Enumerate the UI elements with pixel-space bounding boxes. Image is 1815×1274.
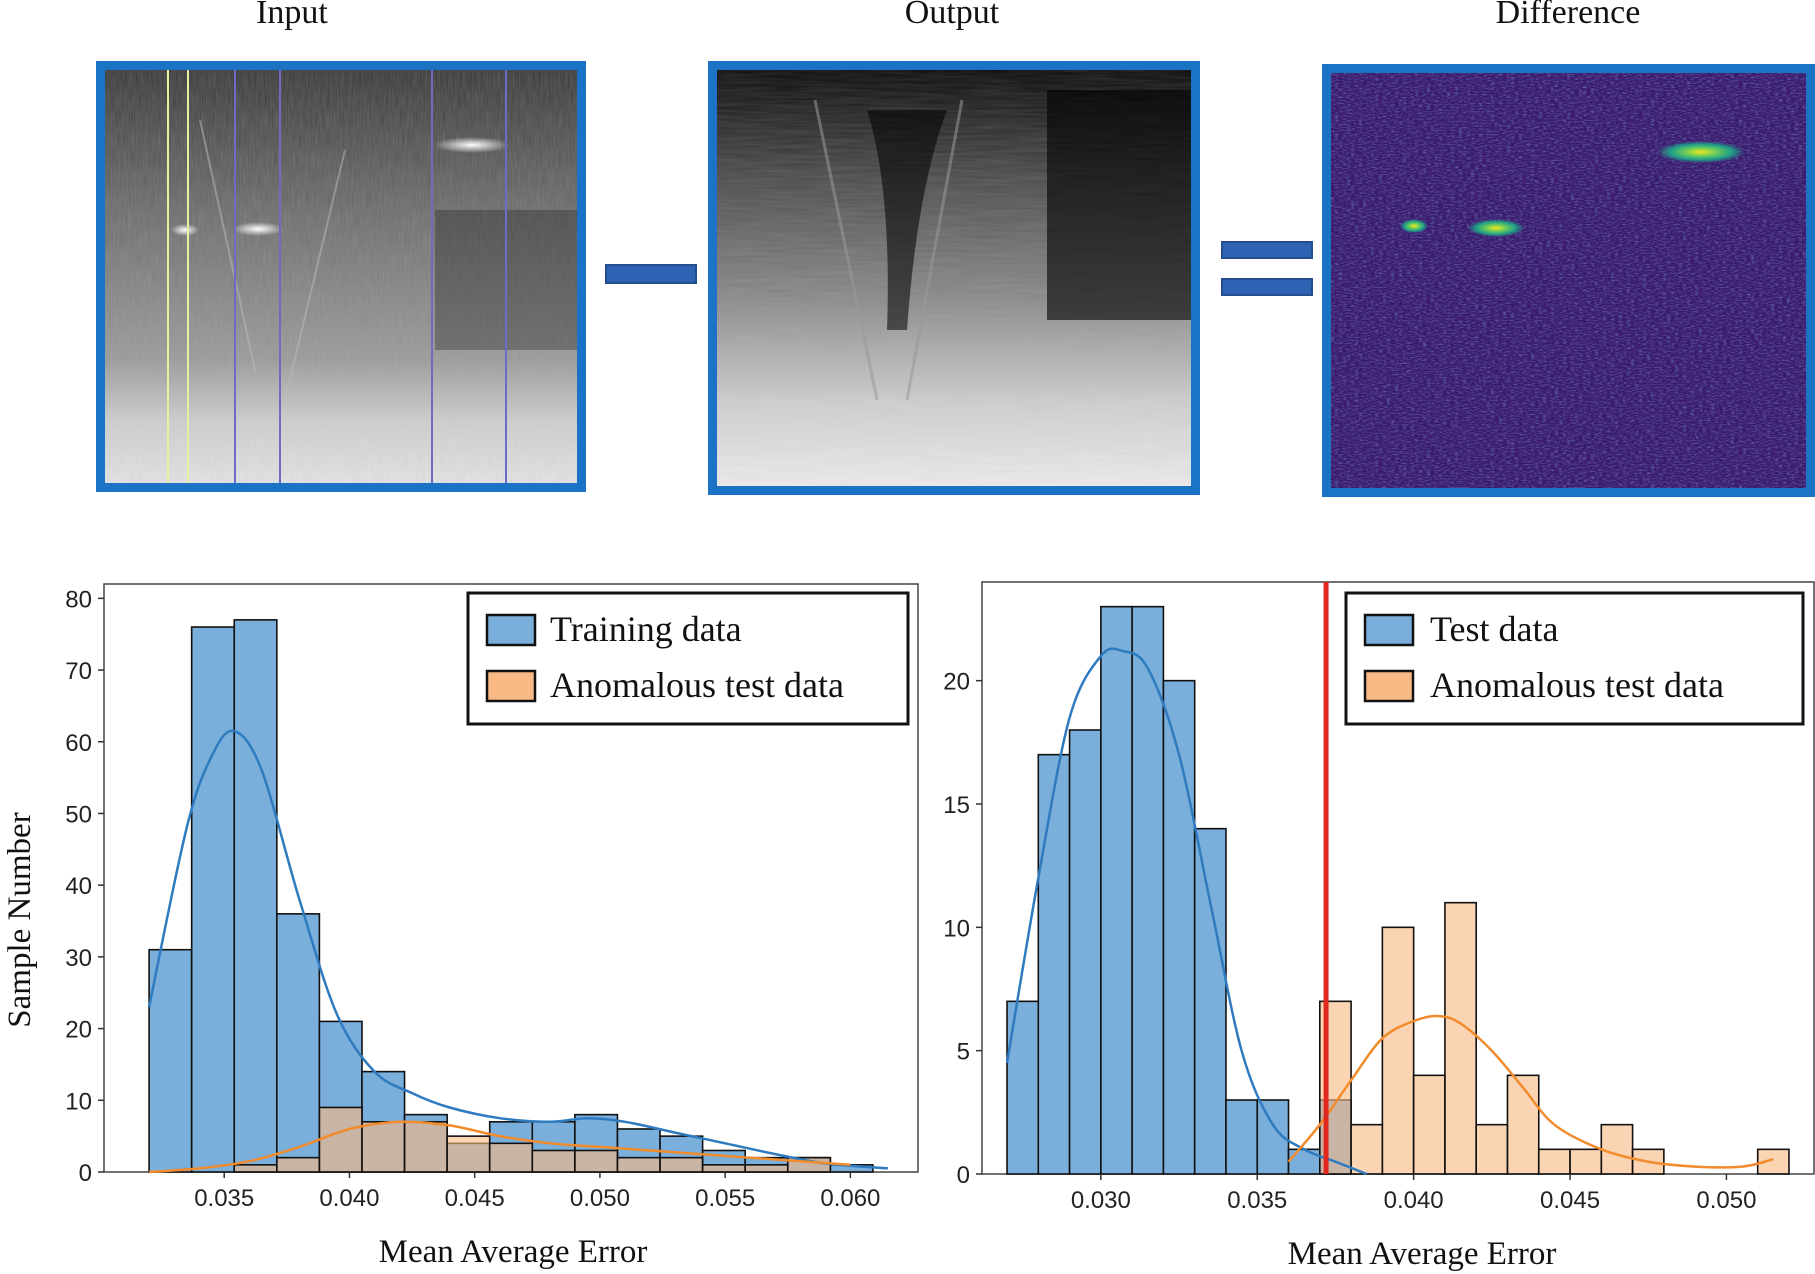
left-y-tick-label: 20 bbox=[65, 1017, 92, 1044]
right-y-tick-label: 10 bbox=[943, 915, 970, 942]
right-kde-anomalous bbox=[1287, 1014, 1774, 1169]
right-bar-anomalous bbox=[1600, 1123, 1634, 1175]
right-y-tick-label: 15 bbox=[943, 792, 970, 819]
right-bar-primary bbox=[1100, 605, 1133, 1175]
right-x-tick-label: 0.030 bbox=[1071, 1187, 1131, 1214]
right-bar-anomalous bbox=[1412, 1074, 1446, 1175]
left-x-tick-label: 0.055 bbox=[695, 1185, 755, 1212]
right-bar-anomalous bbox=[1350, 1123, 1384, 1175]
left-bar-anomalous bbox=[659, 1156, 704, 1173]
output-spectrogram-panel bbox=[708, 61, 1200, 495]
right-bar-primary bbox=[1037, 753, 1071, 1175]
legend-swatch-test bbox=[1363, 613, 1415, 647]
legend-swatch-anomalous-test bbox=[1363, 669, 1415, 703]
left-y-tick-label: 60 bbox=[65, 730, 92, 757]
y-axis-label: Sample Number bbox=[2, 812, 38, 1027]
left-bar-anomalous bbox=[744, 1164, 789, 1173]
right-x-tick-label: 0.045 bbox=[1540, 1187, 1600, 1214]
left-bar-anomalous bbox=[574, 1149, 619, 1173]
left-bar-anomalous bbox=[616, 1156, 661, 1173]
right-bar-anomalous bbox=[1537, 1148, 1571, 1175]
left-bar-anomalous bbox=[403, 1121, 448, 1173]
left-bar-anomalous bbox=[446, 1135, 491, 1173]
difference-heatmap-panel bbox=[1322, 64, 1815, 497]
left-bar-anomalous bbox=[488, 1142, 534, 1173]
left-kde-anomalous bbox=[149, 1120, 851, 1174]
test-histogram: 0 5 10 15 20 0.030 0.035 0.040 0.045 0.050 Mean … bbox=[943, 581, 1815, 1272]
equals-operator-top bbox=[1221, 241, 1313, 259]
right-x-tick-label: 0.035 bbox=[1227, 1187, 1287, 1214]
right-bar-primary bbox=[1068, 729, 1102, 1175]
input-spectrogram-panel bbox=[96, 61, 586, 492]
right-y-tick-label: 5 bbox=[957, 1039, 970, 1066]
difference-heatmap bbox=[1331, 73, 1806, 488]
left-y-tick-label: 30 bbox=[65, 945, 92, 972]
right-y-tick-label: 0 bbox=[957, 1162, 970, 1189]
left-bars-anomalous bbox=[233, 1106, 832, 1173]
left-legend: Training data Anomalous test data bbox=[466, 591, 910, 726]
right-y-tick-label: 20 bbox=[943, 669, 970, 696]
left-bar-primary bbox=[148, 948, 193, 1173]
right-x-tick-label: 0.040 bbox=[1384, 1187, 1444, 1214]
input-title: Input bbox=[256, 0, 328, 31]
left-y-tick-label: 50 bbox=[65, 801, 92, 828]
left-y-tick-label: 10 bbox=[65, 1088, 92, 1115]
right-bar-anomalous bbox=[1381, 926, 1415, 1175]
right-bar-primary bbox=[1131, 605, 1165, 1175]
left-y-tick-label: 70 bbox=[65, 658, 92, 685]
left-bar-primary bbox=[190, 626, 236, 1173]
left-bar-anomalous bbox=[276, 1156, 321, 1173]
left-x-tick-label: 0.050 bbox=[570, 1185, 630, 1212]
left-x-tick-label: 0.060 bbox=[820, 1185, 880, 1212]
left-x-axis-label: Mean Average Error bbox=[379, 1234, 648, 1270]
difference-title: Difference bbox=[1495, 0, 1641, 31]
legend-label-anomalous: Anomalous test data bbox=[550, 665, 844, 705]
right-bar-anomalous bbox=[1444, 901, 1477, 1175]
equals-operator-bottom bbox=[1221, 278, 1313, 296]
legend-label-training: Training data bbox=[550, 609, 742, 649]
left-bar-anomalous bbox=[531, 1149, 576, 1173]
left-bar-anomalous bbox=[233, 1164, 278, 1173]
right-bar-primary bbox=[1193, 827, 1227, 1175]
left-x-tick-label: 0.035 bbox=[194, 1185, 254, 1212]
left-bar-anomalous bbox=[361, 1121, 406, 1173]
left-kde-training bbox=[147, 729, 888, 1170]
minus-operator bbox=[605, 264, 697, 284]
right-legend: Test data Anomalous test data bbox=[1344, 591, 1805, 726]
legend-swatch-training bbox=[485, 613, 537, 647]
right-bar-primary bbox=[1287, 1148, 1321, 1175]
left-y-tick-label: 40 bbox=[65, 873, 92, 900]
left-x-ticks: 0.035 0.040 0.045 0.050 0.055 0.060 bbox=[194, 1172, 880, 1212]
left-bar-anomalous bbox=[701, 1164, 746, 1173]
left-y-ticks: 0 10 20 30 40 50 60 70 80 bbox=[65, 586, 104, 1187]
right-bar-anomalous bbox=[1569, 1148, 1603, 1175]
legend-label-test: Test data bbox=[1430, 609, 1558, 649]
right-bar-anomalous bbox=[1475, 1123, 1509, 1175]
left-y-tick-label: 0 bbox=[79, 1160, 92, 1187]
legend-swatch-anomalous bbox=[485, 669, 537, 703]
right-bar-primary bbox=[1162, 679, 1196, 1175]
left-x-tick-label: 0.040 bbox=[319, 1185, 379, 1212]
left-x-tick-label: 0.045 bbox=[445, 1185, 505, 1212]
right-x-ticks: 0.030 0.035 0.040 0.045 0.050 bbox=[1071, 1174, 1756, 1214]
right-bar-primary bbox=[1225, 1099, 1259, 1175]
output-title: Output bbox=[904, 0, 1000, 31]
right-x-tick-label: 0.050 bbox=[1696, 1187, 1756, 1214]
right-x-axis-label: Mean Average Error bbox=[1288, 1236, 1557, 1272]
left-bar-anomalous bbox=[318, 1106, 363, 1173]
legend-label-anomalous-test: Anomalous test data bbox=[1430, 665, 1724, 705]
left-y-tick-label: 80 bbox=[65, 586, 92, 613]
left-bar-primary bbox=[233, 619, 278, 1173]
left-bar-primary bbox=[276, 913, 321, 1173]
input-spectrogram bbox=[105, 70, 577, 483]
right-y-ticks: 0 5 10 15 20 bbox=[943, 669, 982, 1189]
output-spectrogram bbox=[717, 70, 1191, 486]
right-kde-test bbox=[1005, 647, 1368, 1176]
right-bar-anomalous bbox=[1506, 1074, 1540, 1175]
